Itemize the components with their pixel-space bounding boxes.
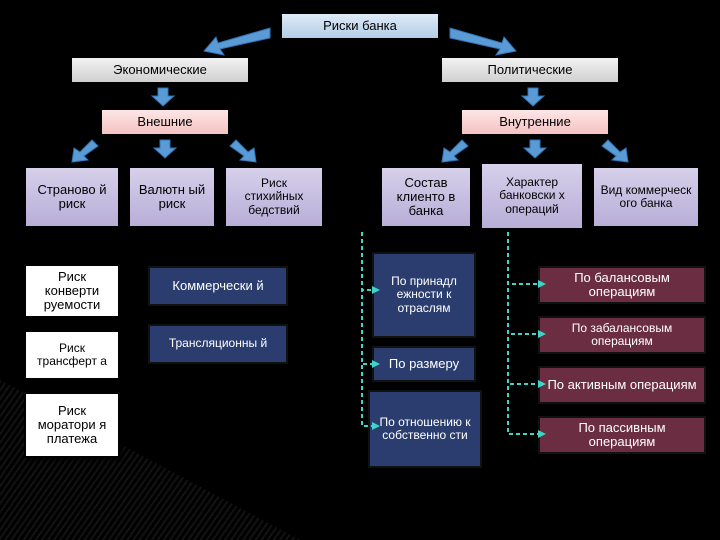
connectors-clients bbox=[336, 230, 380, 460]
int-box: Внутренние bbox=[460, 108, 610, 136]
arrow-pol-down bbox=[518, 86, 548, 108]
arrow-root-left bbox=[200, 25, 280, 59]
arrow-int-1 bbox=[440, 138, 470, 164]
econ-box: Экономические bbox=[70, 56, 250, 84]
col1-b: Риск трансферт а bbox=[24, 330, 120, 380]
arrow-int-2 bbox=[520, 138, 550, 160]
arrow-econ-down bbox=[148, 86, 178, 108]
arrow-root-right bbox=[440, 25, 520, 59]
clients-box: Состав клиенто в банка bbox=[380, 166, 472, 228]
col4-d: По пассивным операциям bbox=[538, 416, 706, 454]
ops-box: Характер банковски х операций bbox=[480, 162, 584, 230]
currency-box: Валютн ый риск bbox=[128, 166, 216, 228]
col3-a: По принадл ежности к отраслям bbox=[372, 252, 476, 338]
arrow-ext-3 bbox=[228, 138, 258, 164]
col3-c: По отношению к собственно сти bbox=[368, 390, 482, 468]
root-box: Риски банка bbox=[280, 12, 440, 40]
country-box: Страново й риск bbox=[24, 166, 120, 228]
arrow-ext-1 bbox=[70, 138, 100, 164]
arrow-ext-2 bbox=[150, 138, 180, 160]
disaster-box: Риск стихийных бедствий bbox=[224, 166, 324, 228]
type-box: Вид коммерческ ого банка bbox=[592, 166, 700, 228]
col4-c: По активным операциям bbox=[538, 366, 706, 404]
ext-box: Внешние bbox=[100, 108, 230, 136]
col1-c: Риск моратори я платежа bbox=[24, 392, 120, 458]
pol-box: Политические bbox=[440, 56, 620, 84]
col1-a: Риск конверти руемости bbox=[24, 264, 120, 318]
col2-a: Коммерчески й bbox=[148, 266, 288, 306]
col4-a: По балансовым операциям bbox=[538, 266, 706, 304]
arrow-int-3 bbox=[600, 138, 630, 164]
col2-b: Трансляционны й bbox=[148, 324, 288, 364]
col3-b: По размеру bbox=[372, 346, 476, 382]
connectors-ops bbox=[478, 230, 548, 450]
col4-b: По забалансовым операциям bbox=[538, 316, 706, 354]
